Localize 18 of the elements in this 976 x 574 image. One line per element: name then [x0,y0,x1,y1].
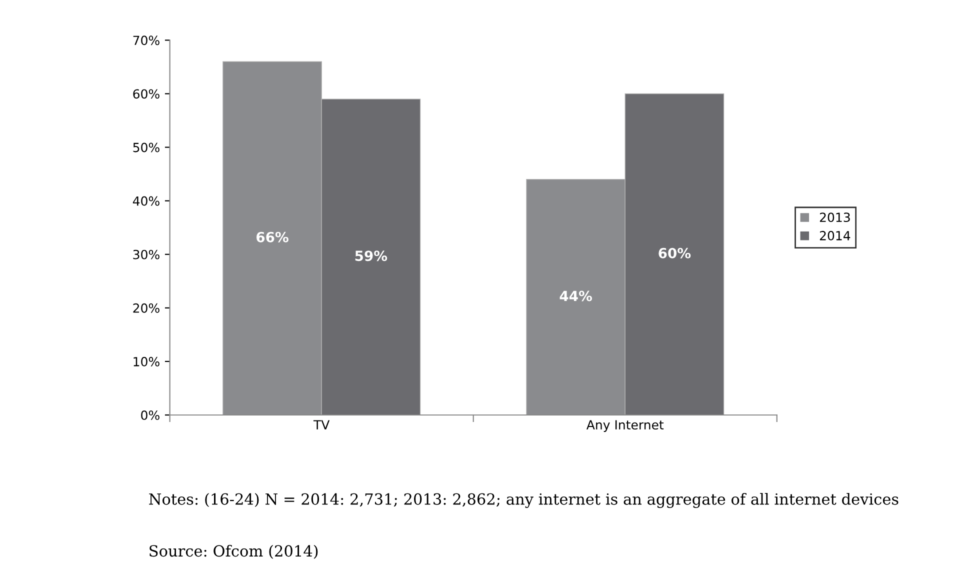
y-tick-label: 40% [132,196,160,206]
x-tick-label: TV [313,420,330,430]
data-label: 60% [658,248,691,258]
data-label: 66% [256,232,288,242]
y-tick-label: 50% [133,142,160,152]
y-tick-label: 0% [141,410,160,420]
data-label: 59% [355,250,388,262]
x-tick-label: Any Internet [586,420,664,432]
data-label: 44% [560,290,592,302]
y-tick-label: 70% [133,36,160,46]
source-note: Source: Ofcom (2014) [150,544,318,559]
legend-label: 2013 [820,212,850,222]
text: Notes: (16-24) N = 2014: 2,731; 2013: 2,862; any internet is an aggregate of all internet devices [149,492,898,508]
y-tick-label: 10% [134,356,160,366]
legend-label: 2014 [820,230,850,240]
y-tick-label: 60% [133,89,160,99]
y-tick-label: 30% [133,250,160,260]
y-tick-label: 20% [133,303,160,313]
